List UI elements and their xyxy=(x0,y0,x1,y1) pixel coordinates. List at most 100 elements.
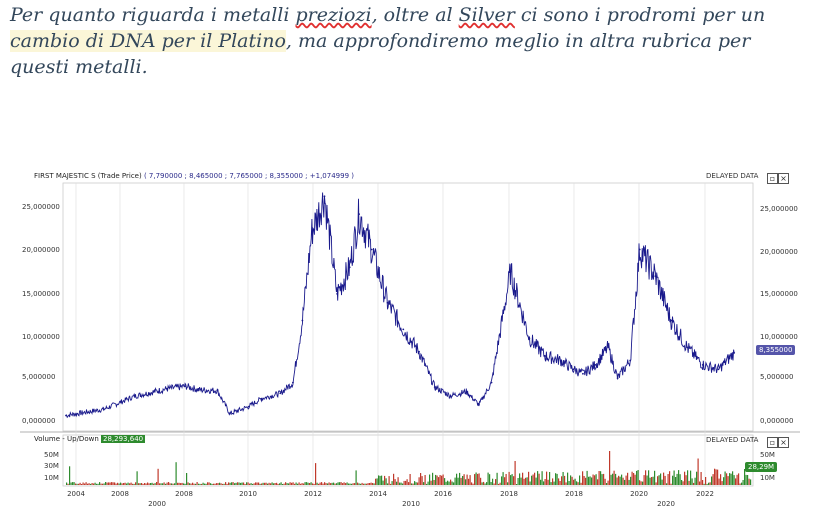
volume-bar xyxy=(736,474,738,485)
x-tick-label: 2008 xyxy=(111,490,129,498)
volume-bar xyxy=(72,482,74,485)
price-point xyxy=(733,352,736,354)
volume-bar xyxy=(222,483,224,485)
article-text-part: , oltre al xyxy=(371,4,459,26)
volume-bar xyxy=(526,477,528,485)
volume-bar xyxy=(150,483,152,485)
volume-bar xyxy=(160,483,162,485)
volume-bar xyxy=(229,482,231,485)
volume-bar xyxy=(700,472,702,485)
price-point xyxy=(216,389,219,392)
volume-bar xyxy=(279,483,281,485)
volume-bar xyxy=(439,475,441,485)
y-tick-label-right: 0,000000 xyxy=(760,417,794,425)
price-point xyxy=(323,195,326,198)
price-point xyxy=(594,364,597,366)
volume-bar xyxy=(480,477,482,485)
price-point xyxy=(433,386,436,388)
volume-bar xyxy=(292,482,294,485)
volume-bar xyxy=(193,483,195,485)
volume-bar xyxy=(660,473,662,485)
volume-bar xyxy=(322,483,324,485)
volume-bar xyxy=(661,479,663,485)
volume-bar xyxy=(738,473,740,485)
volume-bar xyxy=(646,475,648,485)
volume-bar xyxy=(388,476,390,485)
volume-bar xyxy=(112,482,114,485)
volume-bar xyxy=(117,482,119,485)
volume-bar xyxy=(373,483,375,485)
volume-bar xyxy=(717,469,719,485)
price-line xyxy=(65,192,735,419)
volume-bar xyxy=(547,479,549,485)
close-icon[interactable]: × xyxy=(778,437,789,448)
volume-bar xyxy=(274,483,276,485)
volume-bar xyxy=(441,475,443,485)
volume-bar xyxy=(87,483,89,485)
volume-bar xyxy=(631,471,633,485)
volume-bar xyxy=(576,481,578,485)
volume-bar xyxy=(684,471,686,485)
volume-bar xyxy=(622,477,624,485)
volume-bar xyxy=(481,482,483,485)
volume-bar xyxy=(177,482,179,485)
volume-bar xyxy=(724,471,726,485)
article-paragraph: Per quanto riguarda i metalli preziozi, … xyxy=(10,2,810,80)
volume-bar xyxy=(216,483,218,485)
volume-bar xyxy=(282,484,284,485)
maximize-icon[interactable]: ▫ xyxy=(767,437,778,448)
volume-bar xyxy=(156,482,158,485)
close-icon[interactable]: × xyxy=(778,173,789,184)
volume-bar xyxy=(369,483,371,485)
volume-bar xyxy=(225,482,227,485)
volume-bar xyxy=(598,471,600,485)
volume-bar xyxy=(393,473,395,485)
volume-bar xyxy=(490,482,492,485)
volume-bar xyxy=(603,473,605,485)
volume-bar xyxy=(691,478,693,485)
volume-bar xyxy=(376,478,378,485)
volume-bar xyxy=(580,482,582,485)
y-tick-label-left: 20,000000 xyxy=(22,246,60,254)
volume-bar xyxy=(421,476,423,485)
volume-bar xyxy=(288,483,290,485)
volume-bar xyxy=(504,477,506,485)
volume-bar xyxy=(406,479,408,485)
volume-bar xyxy=(187,482,189,485)
price-chart-widget[interactable]: FIRST MAJESTIC S (Trade Price) ( 7,79000… xyxy=(0,166,822,508)
volume-bar xyxy=(189,483,191,485)
volume-bar xyxy=(154,483,156,485)
volume-bar xyxy=(489,474,491,485)
volume-bar xyxy=(385,478,387,485)
volume-bar xyxy=(642,481,644,485)
volume-bar xyxy=(127,482,129,485)
volume-bar xyxy=(280,482,282,485)
volume-bar xyxy=(745,474,747,485)
volume-bar xyxy=(315,463,317,485)
volume-bar xyxy=(168,482,170,485)
volume-bar xyxy=(412,483,414,485)
volume-bar xyxy=(253,483,255,485)
volume-bar xyxy=(732,471,734,485)
volume-bar xyxy=(411,483,413,485)
volume-bar xyxy=(591,477,593,485)
volume-bar xyxy=(592,474,594,485)
maximize-icon[interactable]: ▫ xyxy=(767,173,778,184)
volume-bar xyxy=(610,474,612,485)
volume-bar xyxy=(307,482,309,485)
volume-bar xyxy=(706,483,708,485)
price-point xyxy=(260,397,263,400)
volume-bar xyxy=(687,470,689,485)
volume-bar xyxy=(217,483,219,485)
volume-bar xyxy=(343,482,345,485)
volume-bar xyxy=(483,481,485,485)
volume-bar xyxy=(540,479,542,485)
volume-bar xyxy=(328,482,330,485)
volume-bar xyxy=(733,475,735,485)
volume-bar xyxy=(433,480,435,485)
volume-bar xyxy=(240,482,242,485)
volume-bar xyxy=(654,470,656,485)
volume-tick-right: 50M xyxy=(760,451,775,459)
volume-bar xyxy=(744,469,746,485)
volume-bar xyxy=(472,483,474,485)
